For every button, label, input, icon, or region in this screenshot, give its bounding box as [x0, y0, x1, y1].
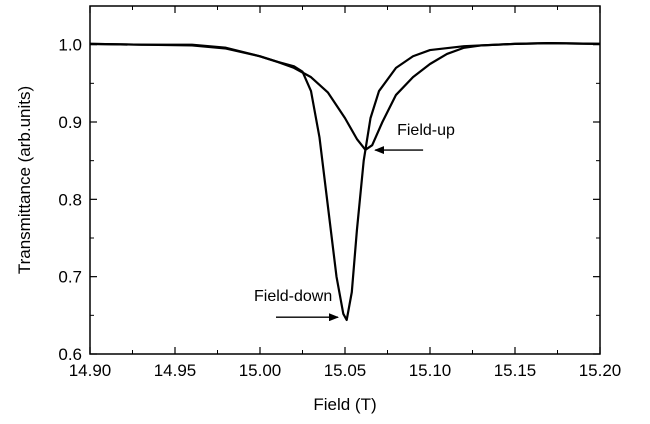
x-tick-label: 14.95 — [154, 361, 197, 380]
x-tick-label: 15.05 — [324, 361, 367, 380]
y-tick-label: 0.9 — [58, 113, 82, 132]
series-line-field-down — [89, 42, 601, 322]
x-tick-label: 15.00 — [239, 361, 282, 380]
series-line-field-up — [89, 42, 601, 151]
x-axis-title: Field (T) — [313, 395, 376, 414]
x-tick-label: 15.15 — [494, 361, 537, 380]
field-up-label: Field-up — [397, 122, 455, 139]
x-tick-label: 14.90 — [69, 361, 112, 380]
field-down-label: Field-down — [254, 288, 332, 305]
y-tick-label: 0.7 — [58, 268, 82, 287]
x-tick-label: 15.20 — [579, 361, 622, 380]
y-tick-label: 0.6 — [58, 345, 82, 364]
plot-frame — [89, 5, 601, 355]
x-tick-label: 15.10 — [409, 361, 452, 380]
y-tick-label: 0.8 — [58, 190, 82, 209]
y-axis-title: Transmittance (arb.units) — [15, 86, 34, 274]
y-tick-label: 1.0 — [58, 36, 82, 55]
